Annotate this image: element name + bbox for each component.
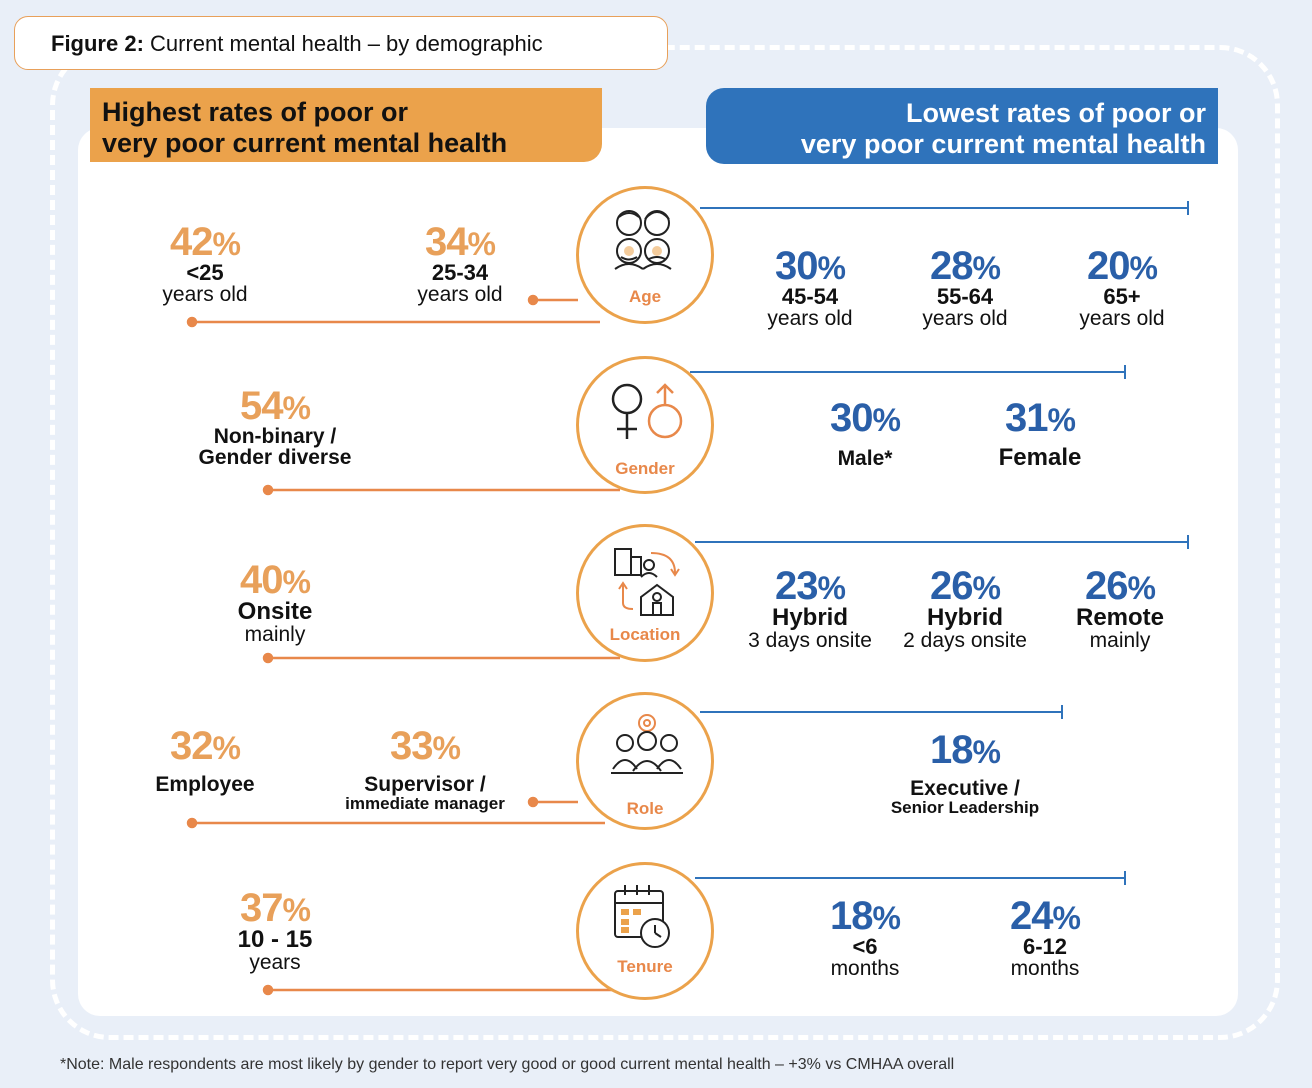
gender-lowest-1: 30% Male* [830, 396, 901, 470]
age-label: Age [628, 287, 662, 306]
role-label: Role [626, 799, 664, 818]
figure-title: Figure 2: Current mental health – by dem… [14, 16, 668, 70]
tenure-circle: Tenure [576, 862, 714, 1000]
location-highest-1: 40% Onsite mainly [237, 558, 313, 646]
gender-highest-1: 54% Non-binary / Gender diverse [198, 384, 352, 469]
gender-lowest-2: 31% Female [998, 396, 1082, 471]
role-highest-2: 33% Supervisor / immediate manager [345, 724, 505, 813]
location-label: Location [609, 625, 681, 644]
people-age-icon [614, 210, 672, 270]
age-lowest-2: 28% 55-64 years old [922, 244, 1008, 330]
role-lowest-1: 18% Executive / Senior Leadership [890, 728, 1040, 817]
age-highest-2: 34% 25-34 years old [417, 220, 503, 306]
location-lowest-2: 26% Hybrid 2 days onsite [903, 564, 1027, 652]
tenure-highest-1: 37% 10 - 15 years [237, 886, 313, 974]
gender-symbols-icon [611, 383, 683, 439]
tenure-lowest-2: 24% 6-12 months [1010, 894, 1081, 980]
role-highest-1: 32% Employee [155, 724, 255, 796]
team-gear-icon [611, 714, 683, 774]
lowest-rates-header: Lowest rates of poor or very poor curren… [706, 88, 1218, 164]
footnote: *Note: Male respondents are most likely … [60, 1056, 955, 1073]
location-lowest-3: 26% Remote mainly [1075, 564, 1165, 652]
gender-circle: Gender [576, 356, 714, 494]
highest-rates-header: Highest rates of poor or very poor curre… [90, 88, 602, 162]
age-lowest-3: 20% 65+ years old [1079, 244, 1165, 330]
tenure-label: Tenure [617, 957, 673, 976]
location-circle: Location [576, 524, 714, 662]
age-highest-1: 42% <25 years old [162, 220, 248, 306]
role-circle: Role [576, 692, 714, 830]
age-lowest-1: 30% 45-54 years old [767, 244, 853, 330]
gender-label: Gender [615, 459, 675, 478]
office-home-commute-icon [614, 548, 680, 616]
tenure-lowest-1: 18% <6 months [830, 894, 901, 980]
calendar-clock-icon [614, 885, 670, 948]
age-circle: Age [576, 186, 714, 324]
location-lowest-1: 23% Hybrid 3 days onsite [748, 564, 872, 652]
